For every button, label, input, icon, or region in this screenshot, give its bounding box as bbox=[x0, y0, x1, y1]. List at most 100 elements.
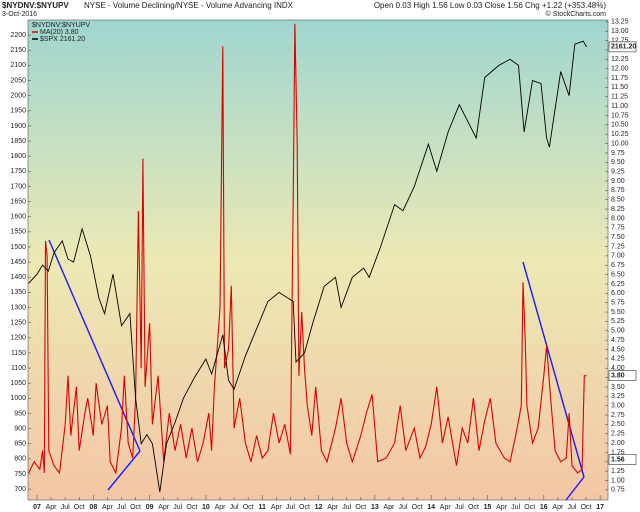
price-tag-box bbox=[608, 370, 637, 381]
y2-tick-label: 10.75 bbox=[611, 112, 629, 119]
x-tick-label: Oct bbox=[130, 504, 141, 511]
x-tick-label: Jul bbox=[173, 504, 182, 511]
x-tick-label: 10 bbox=[202, 504, 210, 511]
plot-area bbox=[27, 19, 609, 501]
y2-tick-label: 1.00 bbox=[611, 477, 625, 484]
y2-tick-label: 3.00 bbox=[611, 402, 625, 409]
y2-tick-label: 2.00 bbox=[611, 440, 625, 447]
y-tick-label: 1050 bbox=[10, 380, 26, 387]
y2-tick-label: 7.00 bbox=[611, 253, 625, 260]
x-tick-label: Oct bbox=[243, 504, 254, 511]
x-tick-label: Apr bbox=[271, 504, 283, 511]
price-tag-box bbox=[608, 454, 637, 465]
y2-tick-label: 10.25 bbox=[611, 131, 629, 138]
y2-tick-label: 7.25 bbox=[611, 243, 625, 250]
y-tick-label: 1000 bbox=[10, 395, 26, 402]
y-tick-label: 2100 bbox=[10, 62, 26, 69]
y2-tick-label: 5.75 bbox=[611, 300, 625, 307]
y-tick-label: 2150 bbox=[10, 47, 26, 54]
x-tick-label: Jul bbox=[230, 504, 239, 511]
x-tick-label: Apr bbox=[158, 504, 170, 511]
y-tick-label: 1200 bbox=[10, 335, 26, 342]
y2-tick-label: 6.75 bbox=[611, 262, 625, 269]
trend-line bbox=[107, 450, 141, 491]
y2-tick-label: 4.75 bbox=[611, 337, 625, 344]
y2-tick-label: 4.00 bbox=[611, 365, 625, 372]
x-tick-label: Oct bbox=[186, 504, 197, 511]
price-tag-label: 2161.20 bbox=[611, 44, 636, 51]
y2-tick-label: 6.50 bbox=[611, 271, 625, 278]
y-tick-label: 1650 bbox=[10, 198, 26, 205]
x-tick-label: Jul bbox=[399, 504, 408, 511]
y-tick-label: 2000 bbox=[10, 93, 26, 100]
y2-tick-label: 2.75 bbox=[611, 412, 625, 419]
x-tick-label: Jul bbox=[455, 504, 464, 511]
x-tick-label: Oct bbox=[74, 504, 85, 511]
x-tick-label: 17 bbox=[596, 504, 604, 511]
y2-tick-label: 11.25 bbox=[611, 94, 628, 101]
y2-tick-label: 1.75 bbox=[611, 449, 625, 456]
chart-date: 3-Oct-2016 bbox=[2, 11, 37, 18]
y2-tick-label: 8.00 bbox=[611, 215, 625, 222]
y-tick-label: 1550 bbox=[10, 229, 26, 236]
y2-tick-label: 13.00 bbox=[611, 28, 629, 35]
x-tick-label: Oct bbox=[355, 504, 366, 511]
y2-tick-label: 12.00 bbox=[611, 66, 629, 73]
x-tick-label: Apr bbox=[440, 504, 452, 511]
y2-tick-label: 8.25 bbox=[611, 206, 625, 213]
y-tick-label: 1150 bbox=[11, 350, 26, 357]
y2-tick-label: 9.75 bbox=[611, 150, 625, 157]
x-tick-label: 07 bbox=[33, 504, 41, 511]
y-tick-label: 1750 bbox=[10, 168, 26, 175]
y-tick-label: 1250 bbox=[10, 319, 26, 326]
x-tick-label: 11 bbox=[259, 504, 267, 511]
y2-tick-label: 13.25 bbox=[611, 19, 629, 26]
chart-title: $NYDNV:$NYUPV bbox=[2, 1, 69, 10]
y-tick-label: 1850 bbox=[10, 138, 26, 145]
x-tick-label: Apr bbox=[383, 504, 395, 511]
x-tick-label: Apr bbox=[102, 504, 114, 511]
x-tick-label: Jul bbox=[567, 504, 576, 511]
y2-tick-label: 7.75 bbox=[611, 225, 625, 232]
price-tag-box bbox=[608, 41, 637, 53]
y-tick-label: 1700 bbox=[10, 183, 26, 190]
y-tick-label: 750 bbox=[14, 471, 26, 478]
y-tick-label: 850 bbox=[14, 441, 26, 448]
x-tick-label: 09 bbox=[146, 504, 154, 511]
series-line bbox=[28, 23, 587, 475]
x-tick-label: 08 bbox=[89, 504, 97, 511]
legend-label: MA(20) 3.80 bbox=[40, 29, 79, 36]
x-tick-label: 12 bbox=[315, 504, 323, 511]
trend-line bbox=[48, 239, 141, 452]
x-tick-label: Oct bbox=[581, 504, 592, 511]
y2-tick-label: 4.25 bbox=[611, 356, 625, 363]
y2-tick-label: 0.75 bbox=[611, 487, 625, 494]
y-tick-label: 1800 bbox=[10, 153, 26, 160]
y2-tick-label: 8.50 bbox=[611, 197, 625, 204]
x-tick-label: Jul bbox=[117, 504, 126, 511]
y2-tick-label: 10.50 bbox=[611, 122, 629, 129]
x-tick-label: Oct bbox=[468, 504, 479, 511]
x-tick-label: Apr bbox=[215, 504, 227, 511]
y2-tick-label: 5.50 bbox=[611, 309, 625, 316]
trend-line bbox=[565, 476, 585, 501]
credit: © StockCharts.com bbox=[546, 10, 607, 18]
y2-tick-label: 5.25 bbox=[611, 318, 625, 325]
x-tick-label: Apr bbox=[327, 504, 339, 511]
y-tick-label: 1950 bbox=[10, 108, 26, 115]
y2-tick-label: 8.75 bbox=[611, 187, 625, 194]
x-tick-label: Jul bbox=[511, 504, 520, 511]
y-tick-label: 800 bbox=[14, 456, 26, 463]
y-tick-label: 700 bbox=[14, 486, 26, 493]
x-tick-label: Apr bbox=[496, 504, 508, 511]
y2-tick-label: 2.25 bbox=[611, 431, 625, 438]
x-tick-label: 15 bbox=[484, 504, 492, 511]
legend-title: $NYDNV:$NYUPV bbox=[32, 22, 90, 29]
y2-tick-label: 12.75 bbox=[611, 37, 629, 44]
y2-tick-label: 9.50 bbox=[611, 159, 625, 166]
y2-tick-label: 11.50 bbox=[611, 84, 628, 91]
y-tick-label: 1500 bbox=[10, 244, 26, 251]
legend-label: $SPX 2161.20 bbox=[40, 36, 85, 43]
x-tick-label: Jul bbox=[342, 504, 351, 511]
